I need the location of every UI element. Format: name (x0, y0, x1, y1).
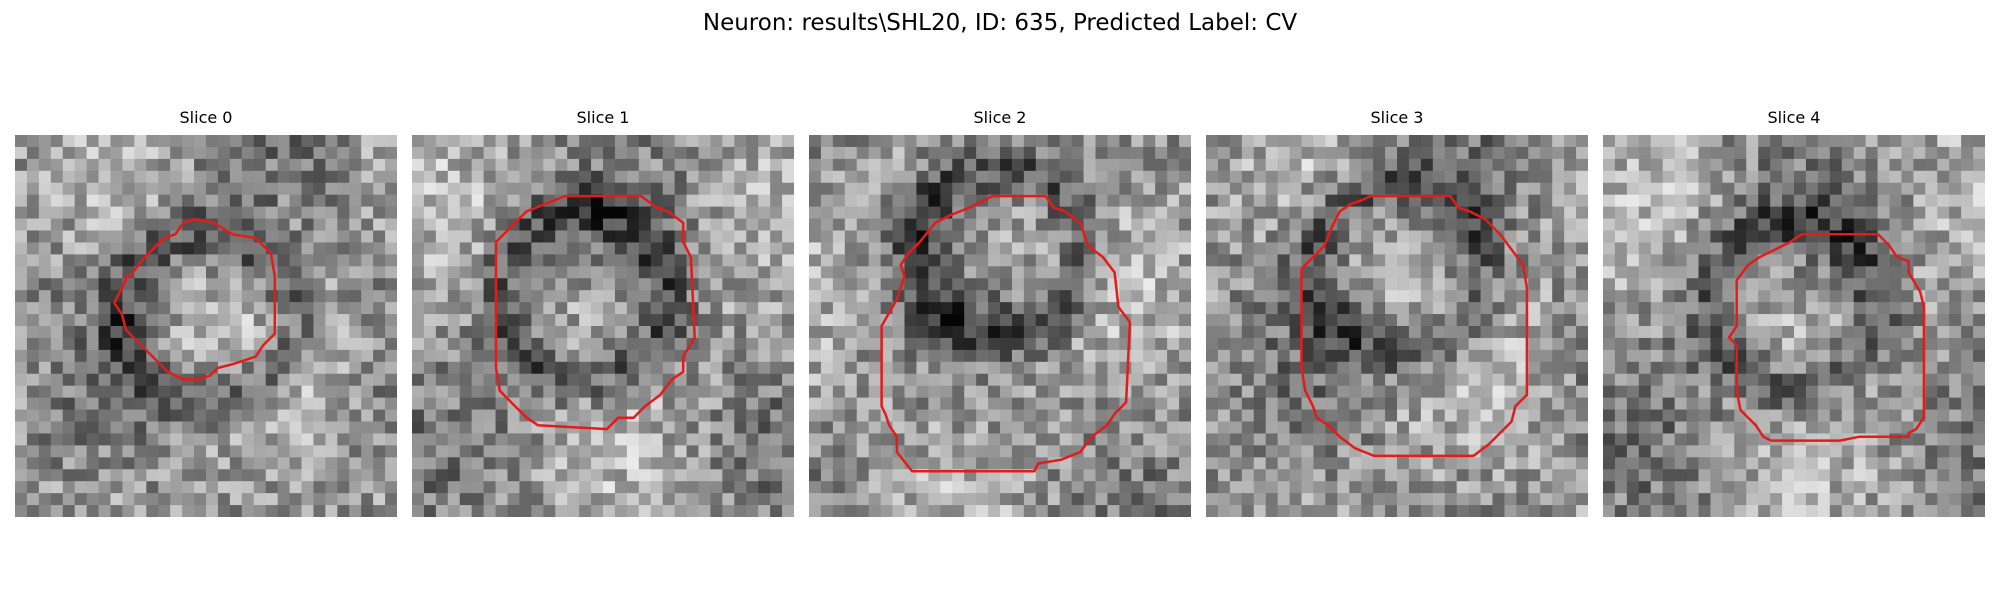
figure-title: Neuron: results\SHL20, ID: 635, Predicte… (0, 8, 2000, 38)
slice-title-3: Slice 3 (1206, 108, 1588, 130)
slice-title-0: Slice 0 (15, 108, 397, 130)
slice-image-1 (412, 135, 794, 517)
slice-title-1: Slice 1 (412, 108, 794, 130)
slice-image-3 (1206, 135, 1588, 517)
pixel-grid (809, 135, 1191, 517)
slice-title-4: Slice 4 (1603, 108, 1985, 130)
pixel-grid (15, 135, 397, 517)
slice-image-0 (15, 135, 397, 517)
pixel-grid (1603, 135, 1985, 517)
slice-panel-3: Slice 3 (1206, 108, 1588, 130)
slice-panel-2: Slice 2 (809, 108, 1191, 130)
slice-panel-4: Slice 4 (1603, 108, 1985, 130)
slice-image-2 (809, 135, 1191, 517)
slice-image-4 (1603, 135, 1985, 517)
pixel-grid (1206, 135, 1588, 517)
pixel-grid (412, 135, 794, 517)
slice-panel-1: Slice 1 (412, 108, 794, 130)
slice-title-2: Slice 2 (809, 108, 1191, 130)
slice-panel-0: Slice 0 (15, 108, 397, 130)
